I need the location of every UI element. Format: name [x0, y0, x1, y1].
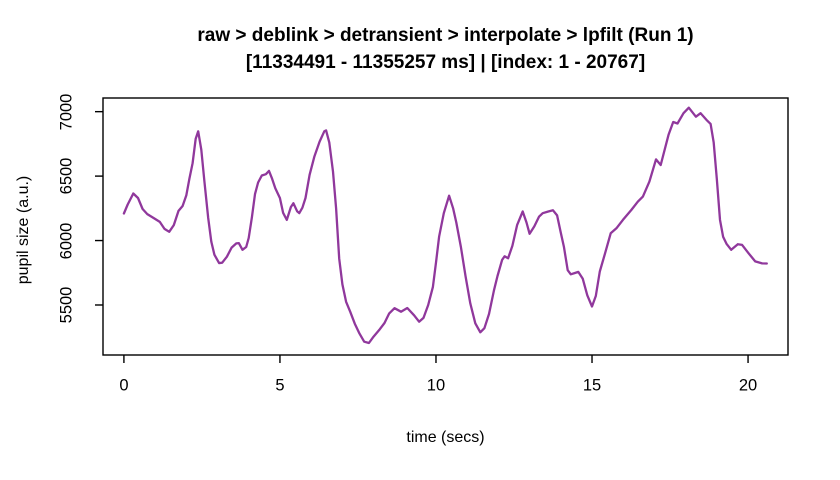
y-tick-label-6500: 6500 [57, 157, 76, 195]
y-tick-label-5500: 5500 [57, 286, 76, 324]
x-tick-label-0: 0 [119, 376, 129, 395]
x-tick-label-5: 5 [275, 376, 285, 395]
x-tick-label-10: 10 [426, 376, 446, 395]
y-tick-label-7000: 7000 [57, 93, 76, 131]
x-tick-label-15: 15 [582, 376, 602, 395]
chart-title-block: raw > deblink > detransient > interpolat… [103, 22, 788, 76]
plot-area-border [102, 97, 789, 356]
chart-subtitle: [11334491 - 11355257 ms] | [index: 1 - 2… [245, 52, 646, 73]
x-tick-label-20: 20 [738, 376, 758, 395]
chart-title: raw > deblink > detransient > interpolat… [197, 25, 694, 46]
pupil-trace-line [122, 106, 768, 345]
y-axis-title: pupil size (a.u.) [15, 175, 32, 285]
x-axis-title: time (secs) [406, 429, 485, 446]
y-tick-label-6000: 6000 [57, 222, 76, 259]
